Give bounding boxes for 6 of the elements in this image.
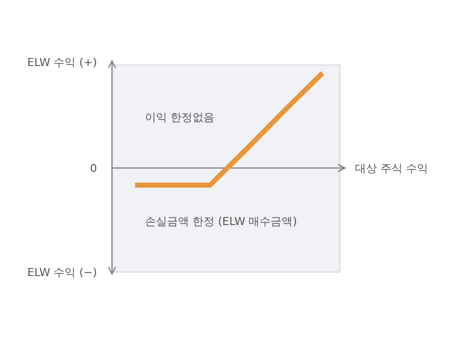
xlabel: 대상 주식 수익	[355, 162, 428, 176]
annotation: 이익 한정없음	[145, 111, 214, 124]
annotation: ELW 수익 (+)	[27, 56, 97, 70]
annotation: 손실금액 한정 (ELW 매수금액)	[145, 215, 298, 228]
annotation: ELW 수익 (−)	[27, 266, 97, 280]
annotation: 0	[90, 162, 97, 176]
